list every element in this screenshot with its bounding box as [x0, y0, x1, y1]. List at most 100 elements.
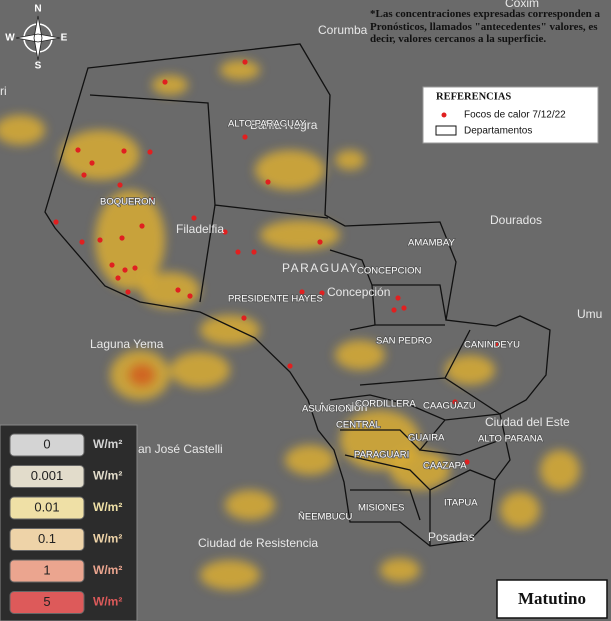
- place: Umu: [577, 307, 602, 321]
- legend-pill: [9, 528, 85, 551]
- legend-value: 0.1: [38, 531, 56, 546]
- department-label: CANINDEYU: [464, 340, 520, 351]
- department-label: MISIONES: [358, 503, 404, 514]
- fire-dot: [115, 275, 121, 281]
- concentration-area: [285, 445, 335, 475]
- department-label: CAAZAPA: [423, 461, 467, 472]
- fire-dot: [251, 249, 257, 255]
- place: Bahía Negra: [250, 118, 318, 132]
- compass-n: N: [34, 4, 41, 15]
- legend-pill: [9, 591, 85, 614]
- borders: [44, 43, 551, 547]
- legend: 0 W/m² 0.001 W/m² 0.01 W/m² 0.1 W/m² 1 W/m² 5 W/m²: [0, 424, 138, 621]
- fire-dot: [109, 262, 115, 268]
- legend-panel: [0, 424, 138, 621]
- fire-dot: [89, 160, 95, 166]
- legend-pill: [9, 559, 85, 583]
- places: Coxim Corumba Bahía Negra Filadelfia PAR…: [0, 0, 602, 550]
- place: Posadas: [428, 530, 475, 544]
- concentration-area: [170, 352, 230, 388]
- legend-value: 5: [43, 594, 50, 609]
- fire-dot: [191, 215, 197, 221]
- fire-dot: [464, 459, 470, 465]
- compass-s: S: [35, 61, 42, 72]
- fire-dot: [495, 342, 501, 348]
- fire-dots: [53, 59, 501, 465]
- place: Coxim: [505, 0, 539, 10]
- fire-dot: [241, 315, 247, 321]
- fire-dot: [121, 148, 127, 154]
- department-label: ITAPUA: [444, 498, 478, 509]
- department-label: PRESIDENTE HAYES: [228, 294, 323, 305]
- fire-dot: [81, 172, 87, 178]
- department-label: ALTO PARANA: [478, 434, 544, 445]
- concentration-area: [220, 60, 260, 80]
- compass-e: E: [61, 33, 68, 44]
- concentration-area: [540, 450, 580, 490]
- fire-dot: [122, 267, 128, 273]
- concentration-area: [0, 115, 45, 145]
- place: Filadelfia: [176, 222, 224, 236]
- concentration-area: [255, 150, 325, 190]
- references-box: REFERENCIAS Focos de calor 7/12/22 Depar…: [422, 86, 599, 144]
- legend-value: 0.01: [34, 499, 59, 514]
- legend-unit: W/m²: [93, 532, 122, 546]
- compass-star: [15, 15, 61, 61]
- fire-dot: [319, 290, 325, 296]
- concentration-area: [225, 490, 275, 520]
- fire-dot: [222, 229, 228, 235]
- fire-dot: [242, 59, 248, 65]
- legend-pill: [9, 433, 85, 457]
- department-label: BOQUERON: [100, 197, 156, 208]
- department-label: CONCEPCION: [357, 266, 422, 277]
- period-box: Matutino: [496, 579, 608, 619]
- references-title: REFERENCIAS: [436, 91, 511, 102]
- fire-dot: [79, 239, 85, 245]
- references-dot: [441, 112, 447, 118]
- period-label: Matutino: [518, 589, 586, 608]
- legend-unit: W/m²: [93, 595, 122, 609]
- department-label: CAAGUAZU: [423, 401, 476, 412]
- fire-dot: [53, 219, 59, 225]
- fire-dot: [401, 305, 407, 311]
- concentration-area: [128, 363, 156, 387]
- concentration-area: [380, 558, 420, 582]
- fire-dot: [287, 363, 293, 369]
- department-label: AMAMBAY: [408, 238, 455, 249]
- place: Ciudad del Este: [485, 415, 570, 429]
- compass: N S E W: [5, 4, 67, 72]
- department-label: GUAIRA: [408, 433, 445, 444]
- place: Concepción: [327, 285, 390, 299]
- concentration-area: [335, 340, 385, 370]
- fire-dot: [132, 265, 138, 271]
- legend-value: 0: [43, 436, 50, 451]
- place: PARAGUAY: [282, 261, 359, 275]
- department-label: ÑEEMBUCU: [298, 512, 353, 523]
- concentration-area: [60, 130, 140, 180]
- fire-dot: [119, 235, 125, 241]
- fire-dot: [139, 223, 145, 229]
- concentration-area: [390, 450, 450, 490]
- fire-dot: [317, 239, 323, 245]
- concentration-layer: [0, 60, 580, 590]
- place: Asunción: [318, 400, 367, 414]
- department-label: CORDILLERA: [355, 399, 416, 410]
- place: ri: [0, 84, 7, 98]
- legend-unit: W/m²: [93, 469, 122, 483]
- fire-dot: [235, 249, 241, 255]
- fire-dot: [395, 295, 401, 301]
- note: *Las concentraciones expresadas correspo…: [370, 8, 600, 45]
- legend-pill: [9, 465, 85, 488]
- fire-dot: [391, 307, 397, 313]
- concentration-area: [445, 355, 495, 385]
- department-labels: ALTO PARAGUAY BOQUERON PRESIDENTE HAYES …: [99, 118, 544, 524]
- concentration-area: [200, 560, 260, 590]
- department-label: ALTO PARAGUAY: [228, 119, 307, 130]
- fire-dot: [452, 399, 458, 405]
- fire-dot: [175, 287, 181, 293]
- legend-value: 0.001: [31, 468, 64, 483]
- references-item: Departamentos: [464, 126, 532, 137]
- concentration-area: [140, 272, 200, 308]
- legend-unit: W/m²: [93, 500, 122, 514]
